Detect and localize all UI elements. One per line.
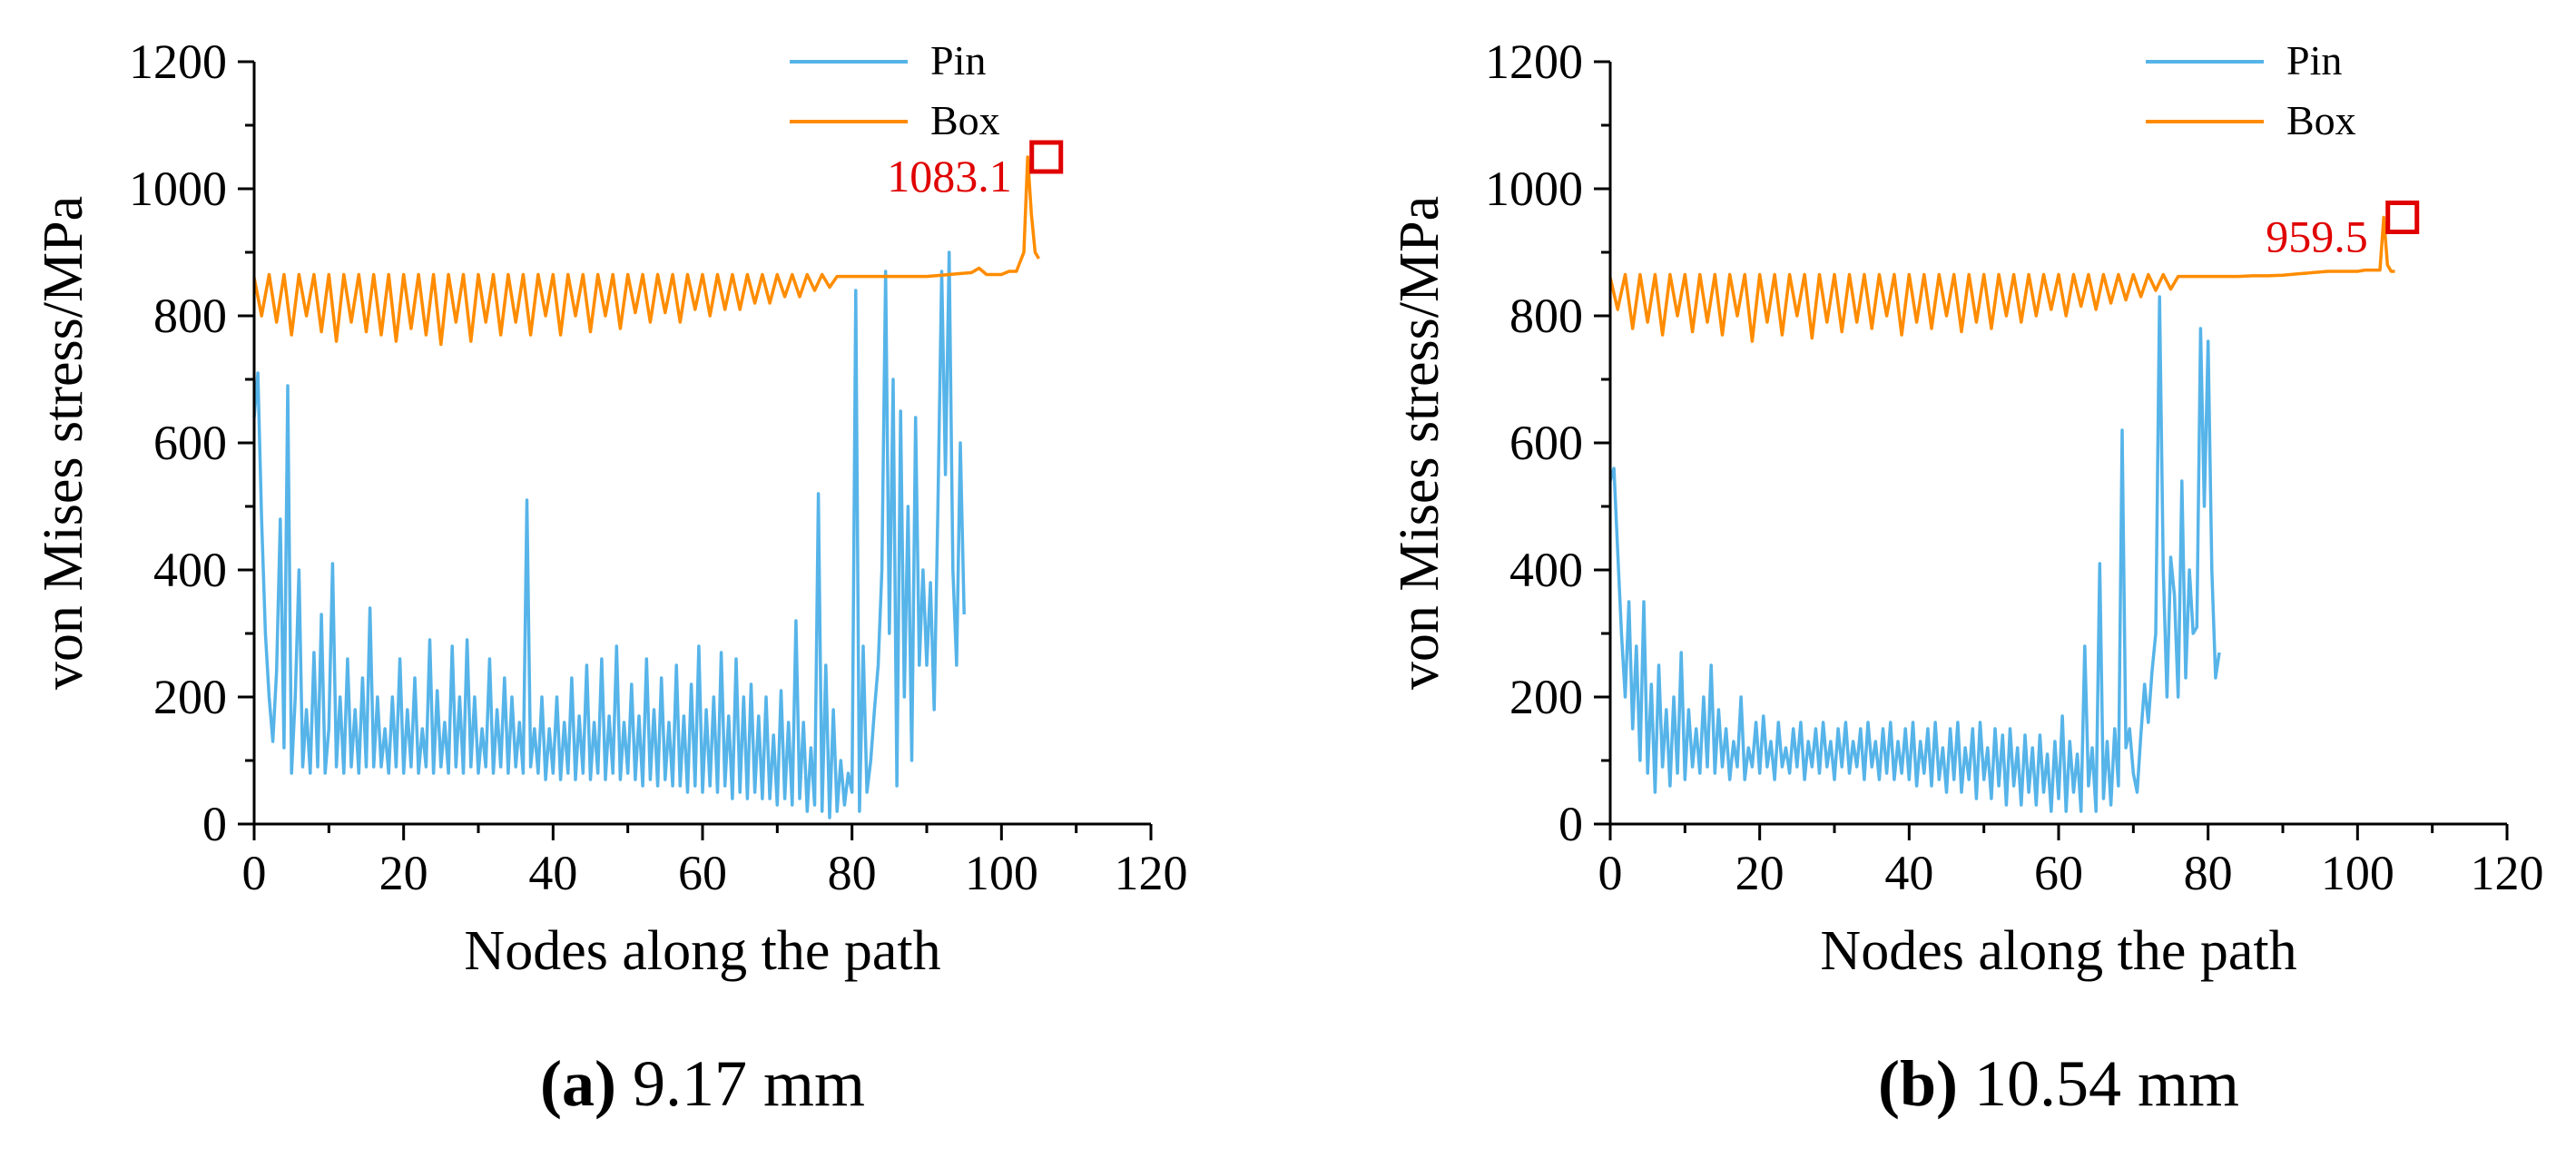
x-tick-label: 100: [2321, 846, 2394, 900]
caption-text: 10.54 mm: [1958, 1047, 2239, 1120]
peak-value-label: 1083.1: [887, 151, 1012, 201]
peak-value-label: 959.5: [2266, 211, 2368, 262]
y-tick-label: 800: [1509, 289, 1583, 343]
x-tick-label: 60: [2034, 846, 2083, 900]
y-tick-label: 0: [1558, 797, 1583, 851]
y-tick-label: 800: [153, 289, 227, 343]
plot-area: 959.5 0 20 40 60 80 100 120 0 200 400 600 800 1000 1…: [1485, 34, 2544, 900]
legend: Pin Box: [790, 37, 1000, 143]
x-tick-label: 0: [1598, 846, 1623, 900]
chart-panel-a: von Mises stress/MPa 1083.1 0 20 40 60 80 100…: [33, 34, 1188, 1120]
series-layer: [252, 155, 1041, 819]
peak-marker-box: [2385, 201, 2420, 234]
panel-caption: (b) 10.54 mm: [1878, 1047, 2239, 1120]
x-tick-label: 100: [965, 846, 1038, 900]
caption-text: 9.17 mm: [616, 1047, 865, 1120]
x-axis-title: Nodes along the path: [1820, 920, 2296, 982]
y-tick-label: 1000: [129, 162, 227, 216]
y-tick-label: 600: [153, 416, 227, 470]
y-axis-title: von Mises stress/MPa: [33, 196, 94, 690]
y-tick-label: 400: [153, 543, 227, 597]
panel-caption: (a) 9.17 mm: [540, 1047, 865, 1120]
axes: 0 20 40 60 80 100 120 0 200 400 600 800 1000 1200: [129, 34, 1188, 900]
plot-area: 1083.1 0 20 40 60 80 100 120 0 200 400 600 800 1000…: [129, 34, 1188, 900]
series-line-pin: [252, 250, 966, 819]
annotation-layer: 959.5: [2266, 201, 2420, 262]
x-tick-label: 80: [2184, 846, 2233, 900]
x-tick-label: 40: [528, 846, 577, 900]
x-tick-label: 120: [1115, 846, 1188, 900]
x-tick-label: 20: [1735, 846, 1785, 900]
legend: Pin Box: [2146, 37, 2356, 143]
y-ticks: 0 200 400 600 800 1000 1200: [1485, 34, 1610, 851]
x-tick-label: 0: [242, 846, 267, 900]
y-tick-label: 200: [153, 670, 227, 724]
y-tick-label: 0: [202, 797, 227, 851]
y-ticks: 0 200 400 600 800 1000 1200: [129, 34, 254, 851]
annotation-layer: 1083.1: [887, 140, 1064, 201]
axes: 0 20 40 60 80 100 120 0 200 400 600 800 1000 1200: [1485, 34, 2544, 900]
x-tick-label: 20: [379, 846, 428, 900]
series-line-pin: [1608, 295, 2221, 813]
caption-letter: (b): [1878, 1047, 1958, 1120]
y-tick-label: 1200: [1485, 34, 1583, 89]
y-tick-label: 1000: [1485, 162, 1583, 216]
y-tick-label: 400: [1509, 543, 1583, 597]
y-tick-label: 600: [1509, 416, 1583, 470]
y-tick-label: 200: [1509, 670, 1583, 724]
caption-letter: (a): [540, 1047, 616, 1120]
y-tick-label: 1200: [129, 34, 227, 89]
legend-label-box: Box: [930, 97, 1000, 143]
peak-marker-box: [1029, 140, 1064, 174]
x-tick-label: 60: [678, 846, 727, 900]
series-line-box: [1608, 215, 2395, 343]
x-tick-label: 120: [2471, 846, 2544, 900]
y-axis-title: von Mises stress/MPa: [1389, 196, 1450, 690]
x-axis-title: Nodes along the path: [464, 920, 940, 982]
series-layer: [1608, 215, 2395, 813]
x-ticks: 0 20 40 60 80 100 120: [242, 824, 1188, 900]
series-line-box: [252, 155, 1041, 347]
legend-label-pin: Pin: [2286, 37, 2342, 83]
chart-panel-b: von Mises stress/MPa 959.5 0 20 40 60 80 100 1…: [1389, 34, 2544, 1120]
legend-label-box: Box: [2286, 97, 2356, 143]
x-tick-label: 40: [1884, 846, 1933, 900]
legend-label-pin: Pin: [930, 37, 986, 83]
x-ticks: 0 20 40 60 80 100 120: [1598, 824, 2544, 900]
x-tick-label: 80: [828, 846, 877, 900]
